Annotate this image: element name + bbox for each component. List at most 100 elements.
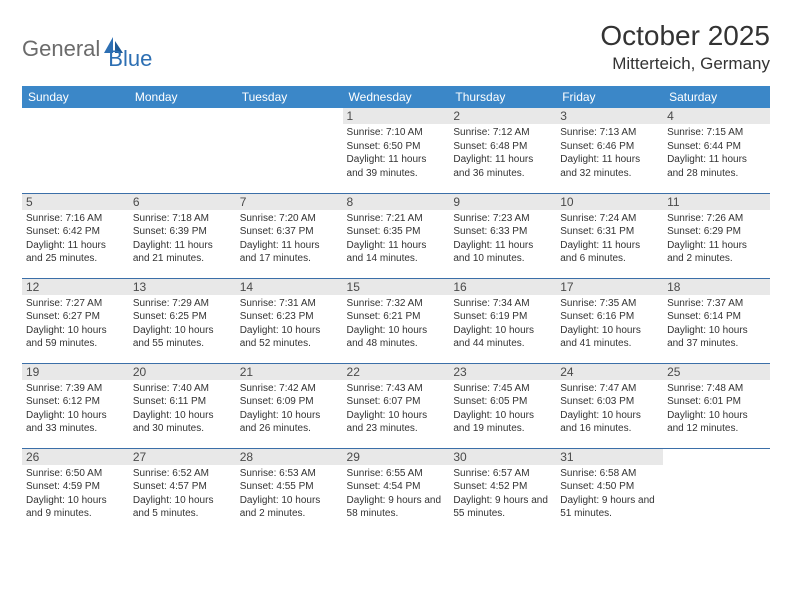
- day-header: Sunday: [22, 86, 129, 108]
- calendar-day-cell: 29 Sunrise: 6:55 AMSunset: 4:54 PMDayligh…: [343, 448, 450, 533]
- day-info: Sunrise: 6:57 AMSunset: 4:52 PMDaylight:…: [453, 467, 552, 521]
- calendar-week-row: 5 Sunrise: 7:16 AMSunset: 6:42 PMDaylight…: [22, 193, 770, 278]
- day-header: Thursday: [449, 86, 556, 108]
- day-info: Sunrise: 7:35 AMSunset: 6:16 PMDaylight:…: [560, 297, 659, 351]
- day-info: Sunrise: 7:37 AMSunset: 6:14 PMDaylight:…: [667, 297, 766, 351]
- calendar-day-cell: 9 Sunrise: 7:23 AMSunset: 6:33 PMDaylight…: [449, 193, 556, 278]
- calendar-week-row: 26 Sunrise: 6:50 AMSunset: 4:59 PMDayligh…: [22, 448, 770, 533]
- day-number: 2: [449, 108, 556, 124]
- title-block: October 2025 Mitterteich, Germany: [600, 20, 770, 74]
- calendar-day-cell: 23 Sunrise: 7:45 AMSunset: 6:05 PMDayligh…: [449, 363, 556, 448]
- day-info: Sunrise: 7:20 AMSunset: 6:37 PMDaylight:…: [240, 212, 339, 266]
- day-info: Sunrise: 7:26 AMSunset: 6:29 PMDaylight:…: [667, 212, 766, 266]
- logo-text-general: General: [22, 36, 100, 62]
- calendar-table: SundayMondayTuesdayWednesdayThursdayFrid…: [22, 86, 770, 533]
- calendar-day-cell: 4 Sunrise: 7:15 AMSunset: 6:44 PMDaylight…: [663, 108, 770, 193]
- calendar-day-cell: 7 Sunrise: 7:20 AMSunset: 6:37 PMDaylight…: [236, 193, 343, 278]
- calendar-empty-cell: [129, 108, 236, 193]
- calendar-day-cell: 27 Sunrise: 6:52 AMSunset: 4:57 PMDayligh…: [129, 448, 236, 533]
- day-number: 12: [22, 279, 129, 295]
- day-info: Sunrise: 7:40 AMSunset: 6:11 PMDaylight:…: [133, 382, 232, 436]
- day-number: 31: [556, 449, 663, 465]
- day-number: 23: [449, 364, 556, 380]
- day-number: 27: [129, 449, 236, 465]
- day-info: Sunrise: 7:47 AMSunset: 6:03 PMDaylight:…: [560, 382, 659, 436]
- day-number: 13: [129, 279, 236, 295]
- calendar-day-cell: 14Sunrise: 7:31 AMSunset: 6:23 PMDayligh…: [236, 278, 343, 363]
- day-number: 17: [556, 279, 663, 295]
- day-header: Tuesday: [236, 86, 343, 108]
- calendar-day-cell: 6 Sunrise: 7:18 AMSunset: 6:39 PMDaylight…: [129, 193, 236, 278]
- day-header: Friday: [556, 86, 663, 108]
- day-number: 14: [236, 279, 343, 295]
- day-number: 29: [343, 449, 450, 465]
- calendar-day-cell: 21Sunrise: 7:42 AMSunset: 6:09 PMDayligh…: [236, 363, 343, 448]
- day-info: Sunrise: 7:12 AMSunset: 6:48 PMDaylight:…: [453, 126, 552, 180]
- calendar-empty-cell: [236, 108, 343, 193]
- calendar-day-cell: 26 Sunrise: 6:50 AMSunset: 4:59 PMDayligh…: [22, 448, 129, 533]
- calendar-day-cell: 31 Sunrise: 6:58 AMSunset: 4:50 PMDayligh…: [556, 448, 663, 533]
- day-number: 21: [236, 364, 343, 380]
- calendar-week-row: 19Sunrise: 7:39 AMSunset: 6:12 PMDayligh…: [22, 363, 770, 448]
- day-number: 30: [449, 449, 556, 465]
- calendar-day-cell: 2 Sunrise: 7:12 AMSunset: 6:48 PMDaylight…: [449, 108, 556, 193]
- calendar-day-cell: 3 Sunrise: 7:13 AMSunset: 6:46 PMDaylight…: [556, 108, 663, 193]
- day-header-row: SundayMondayTuesdayWednesdayThursdayFrid…: [22, 86, 770, 108]
- day-info: Sunrise: 7:15 AMSunset: 6:44 PMDaylight:…: [667, 126, 766, 180]
- day-header: Monday: [129, 86, 236, 108]
- calendar-day-cell: 30 Sunrise: 6:57 AMSunset: 4:52 PMDayligh…: [449, 448, 556, 533]
- calendar-day-cell: 10Sunrise: 7:24 AMSunset: 6:31 PMDayligh…: [556, 193, 663, 278]
- day-info: Sunrise: 7:48 AMSunset: 6:01 PMDaylight:…: [667, 382, 766, 436]
- day-info: Sunrise: 7:23 AMSunset: 6:33 PMDaylight:…: [453, 212, 552, 266]
- header: General Blue October 2025 Mitterteich, G…: [22, 20, 770, 74]
- day-number: 6: [129, 194, 236, 210]
- day-info: Sunrise: 6:52 AMSunset: 4:57 PMDaylight:…: [133, 467, 232, 521]
- day-info: Sunrise: 7:34 AMSunset: 6:19 PMDaylight:…: [453, 297, 552, 351]
- day-number: 7: [236, 194, 343, 210]
- day-number: 1: [343, 108, 450, 124]
- day-number: 18: [663, 279, 770, 295]
- calendar-empty-cell: [22, 108, 129, 193]
- day-number: 24: [556, 364, 663, 380]
- calendar-day-cell: 20 Sunrise: 7:40 AMSunset: 6:11 PMDayligh…: [129, 363, 236, 448]
- day-info: Sunrise: 7:18 AMSunset: 6:39 PMDaylight:…: [133, 212, 232, 266]
- day-info: Sunrise: 7:32 AMSunset: 6:21 PMDaylight:…: [347, 297, 446, 351]
- calendar-day-cell: 8Sunrise: 7:21 AMSunset: 6:35 PMDaylight…: [343, 193, 450, 278]
- day-number: 4: [663, 108, 770, 124]
- day-number: 15: [343, 279, 450, 295]
- day-info: Sunrise: 7:45 AMSunset: 6:05 PMDaylight:…: [453, 382, 552, 436]
- calendar-day-cell: 13Sunrise: 7:29 AMSunset: 6:25 PMDayligh…: [129, 278, 236, 363]
- day-number: 26: [22, 449, 129, 465]
- logo-text-blue: Blue: [108, 46, 152, 72]
- calendar-day-cell: 18 Sunrise: 7:37 AMSunset: 6:14 PMDayligh…: [663, 278, 770, 363]
- day-info: Sunrise: 7:16 AMSunset: 6:42 PMDaylight:…: [26, 212, 125, 266]
- day-number: 16: [449, 279, 556, 295]
- day-number: 3: [556, 108, 663, 124]
- day-info: Sunrise: 7:24 AMSunset: 6:31 PMDaylight:…: [560, 212, 659, 266]
- calendar-day-cell: 17 Sunrise: 7:35 AMSunset: 6:16 PMDayligh…: [556, 278, 663, 363]
- day-number: 25: [663, 364, 770, 380]
- day-number: 8: [343, 194, 450, 210]
- calendar-week-row: 1Sunrise: 7:10 AMSunset: 6:50 PMDaylight…: [22, 108, 770, 193]
- day-info: Sunrise: 7:43 AMSunset: 6:07 PMDaylight:…: [347, 382, 446, 436]
- day-info: Sunrise: 7:39 AMSunset: 6:12 PMDaylight:…: [26, 382, 125, 436]
- calendar-day-cell: 16 Sunrise: 7:34 AMSunset: 6:19 PMDayligh…: [449, 278, 556, 363]
- calendar-week-row: 12Sunrise: 7:27 AMSunset: 6:27 PMDayligh…: [22, 278, 770, 363]
- calendar-body: 1Sunrise: 7:10 AMSunset: 6:50 PMDaylight…: [22, 108, 770, 533]
- day-number: 9: [449, 194, 556, 210]
- calendar-empty-cell: [663, 448, 770, 533]
- logo: General Blue: [22, 20, 152, 72]
- day-number: 5: [22, 194, 129, 210]
- day-number: 20: [129, 364, 236, 380]
- calendar-day-cell: 19Sunrise: 7:39 AMSunset: 6:12 PMDayligh…: [22, 363, 129, 448]
- day-info: Sunrise: 6:58 AMSunset: 4:50 PMDaylight:…: [560, 467, 659, 521]
- calendar-day-cell: 28Sunrise: 6:53 AMSunset: 4:55 PMDayligh…: [236, 448, 343, 533]
- day-header: Saturday: [663, 86, 770, 108]
- day-number: 11: [663, 194, 770, 210]
- day-info: Sunrise: 6:53 AMSunset: 4:55 PMDaylight:…: [240, 467, 339, 521]
- day-info: Sunrise: 6:50 AMSunset: 4:59 PMDaylight:…: [26, 467, 125, 521]
- day-info: Sunrise: 7:13 AMSunset: 6:46 PMDaylight:…: [560, 126, 659, 180]
- day-info: Sunrise: 6:55 AMSunset: 4:54 PMDaylight:…: [347, 467, 446, 521]
- calendar-day-cell: 25 Sunrise: 7:48 AMSunset: 6:01 PMDayligh…: [663, 363, 770, 448]
- calendar-day-cell: 22Sunrise: 7:43 AMSunset: 6:07 PMDayligh…: [343, 363, 450, 448]
